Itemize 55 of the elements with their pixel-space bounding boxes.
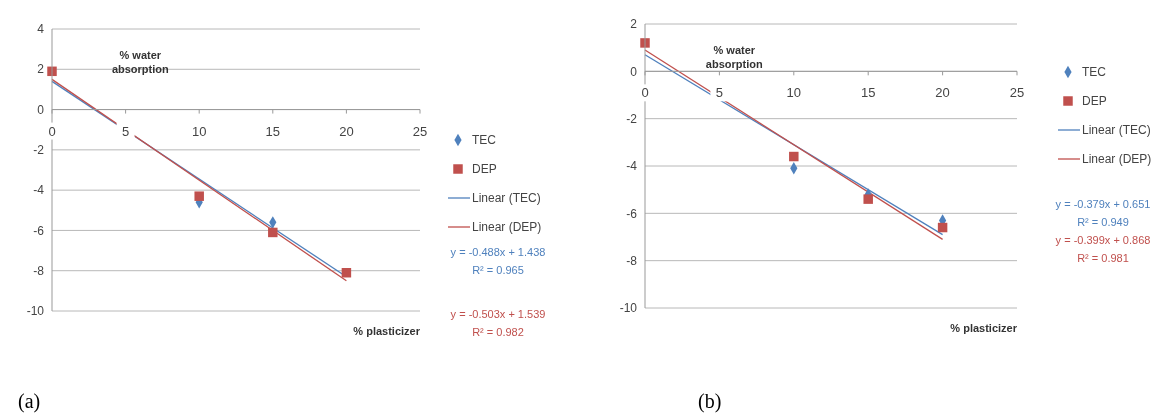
y-tick-label: -2 xyxy=(626,111,638,126)
y-tick-label: -2 xyxy=(33,143,45,158)
point xyxy=(937,222,948,233)
text: y = -0.399x + 0.868 xyxy=(1055,234,1151,246)
x-tick-label: 25 xyxy=(1009,85,1025,101)
point xyxy=(268,227,278,238)
legend-label: DEP xyxy=(1082,94,1107,109)
legend-label: Linear (DEP) xyxy=(1082,152,1152,167)
x-axis-title: % plasticizer xyxy=(950,322,1018,334)
text: y = -0.503x + 1.539 xyxy=(450,308,546,320)
y-tick-label: -4 xyxy=(626,159,638,174)
y-axis-title: % water absorption xyxy=(705,44,763,71)
x-tick-label: 0 xyxy=(48,123,56,139)
y-tick-label: 0 xyxy=(630,64,638,79)
y-axis-title: % water absorption xyxy=(111,49,170,76)
text: y = -0.379x + 0.651 xyxy=(1055,198,1151,210)
y-tick-label: 0 xyxy=(37,102,45,117)
y-tick-label: -6 xyxy=(33,223,45,238)
x-tick-label: 25 xyxy=(412,123,428,139)
x-tick-label: 15 xyxy=(860,85,876,101)
x-tick-label: 0 xyxy=(641,85,649,101)
text: R² = 0.981 xyxy=(1077,252,1129,264)
x-tick-label: 10 xyxy=(191,123,207,139)
y-tick-label: -10 xyxy=(26,304,45,319)
text: y = -0.488x + 1.438 xyxy=(450,246,546,258)
y-tick-label: 4 xyxy=(37,22,45,37)
x-axis-title: % plasticizer xyxy=(353,325,421,337)
x-tick-label: 5 xyxy=(121,123,130,139)
point xyxy=(341,267,352,278)
point xyxy=(194,191,204,201)
x-tick-label: 20 xyxy=(339,123,354,139)
text: R² = 0.949 xyxy=(1077,216,1129,228)
text: R² = 0.965 xyxy=(472,264,524,276)
legend-label: Linear (TEC) xyxy=(1082,123,1151,138)
text: (a) xyxy=(18,390,41,413)
legend-label: Linear (DEP) xyxy=(472,220,542,235)
text: R² = 0.982 xyxy=(472,326,524,338)
y-tick-label: -8 xyxy=(33,263,45,278)
y-tick-label: -4 xyxy=(33,183,45,198)
legend-label: TEC xyxy=(1082,65,1107,80)
y-tick-label: 2 xyxy=(630,17,638,32)
y-tick-label: -10 xyxy=(619,301,638,316)
y-tick-label: -8 xyxy=(626,253,638,268)
point xyxy=(789,151,799,162)
y-tick-label: -6 xyxy=(626,206,638,221)
point xyxy=(863,194,873,204)
legend-label: TEC xyxy=(472,133,497,148)
legend-label: DEP xyxy=(472,162,497,177)
legend-label: Linear (TEC) xyxy=(472,191,541,206)
y-tick-label: 2 xyxy=(37,62,45,77)
x-tick-label: 10 xyxy=(786,85,802,101)
x-tick-label: 15 xyxy=(265,123,281,139)
text: (b) xyxy=(698,390,722,413)
x-tick-label: 20 xyxy=(935,85,950,101)
x-tick-label: 5 xyxy=(715,85,724,101)
